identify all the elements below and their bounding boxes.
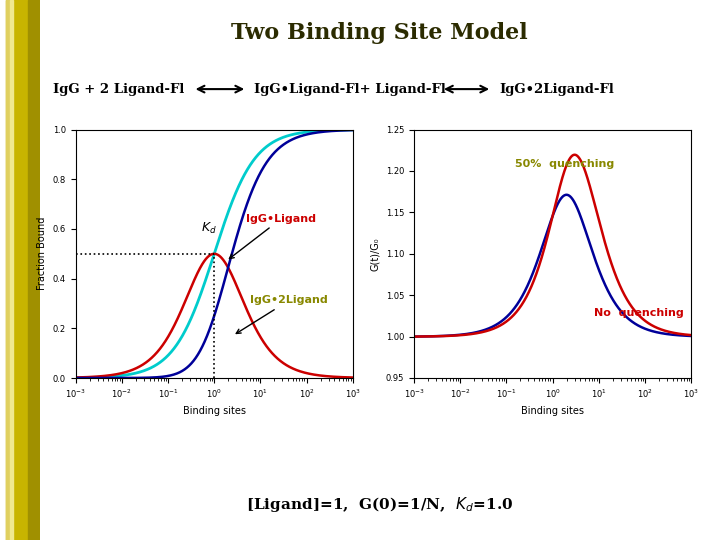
Bar [10, 0, 13, 540]
Text: IgG•Ligand-Fl+ Ligand-Fl: IgG•Ligand-Fl+ Ligand-Fl [254, 83, 446, 96]
Text: [Ligand]=1,  G(0)=1/N,  $K_d$=1.0: [Ligand]=1, G(0)=1/N, $K_d$=1.0 [246, 495, 513, 515]
Text: IgG•2Ligand: IgG•2Ligand [236, 295, 328, 334]
Text: No  quenching: No quenching [594, 308, 684, 318]
X-axis label: Binding sites: Binding sites [521, 406, 584, 416]
Text: IgG•Ligand: IgG•Ligand [230, 213, 317, 259]
Bar [6, 0, 40, 540]
Text: IgG + 2 Ligand-Fl: IgG + 2 Ligand-Fl [53, 83, 184, 96]
Text: Two Binding Site Model: Two Binding Site Model [232, 22, 528, 44]
Y-axis label: Fraction Bound: Fraction Bound [37, 217, 47, 291]
Bar [27, 0, 40, 540]
Text: IgG•2Ligand-Fl: IgG•2Ligand-Fl [499, 83, 613, 96]
Y-axis label: G(t)/G₀: G(t)/G₀ [370, 237, 380, 271]
Bar [6, 0, 12, 540]
X-axis label: Binding sites: Binding sites [183, 406, 246, 416]
Text: $K_d$: $K_d$ [201, 221, 216, 237]
Text: 50%  quenching: 50% quenching [515, 159, 613, 169]
